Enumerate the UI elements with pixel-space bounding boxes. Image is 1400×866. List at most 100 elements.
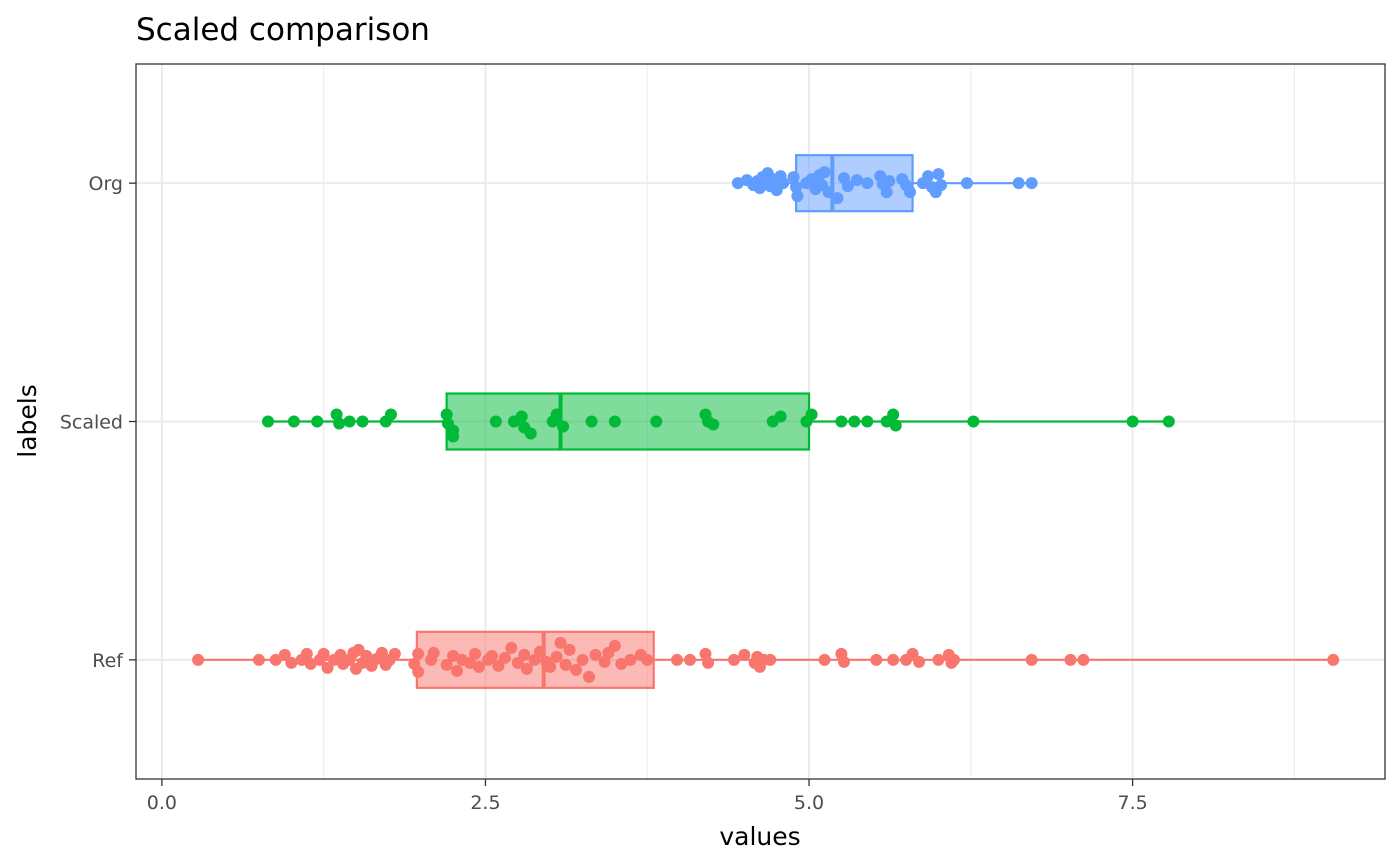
data-point-ref	[192, 653, 205, 666]
data-point-org	[850, 174, 863, 187]
data-point-scaled	[287, 415, 300, 428]
data-point-ref	[317, 647, 330, 660]
data-point-ref	[932, 653, 945, 666]
data-point-scaled	[343, 415, 356, 428]
data-point-ref	[887, 653, 900, 666]
data-point-org	[903, 186, 916, 199]
data-point-org	[790, 181, 803, 194]
data-point-scaled	[835, 415, 848, 428]
data-point-ref	[427, 646, 440, 659]
data-point-ref	[252, 653, 265, 666]
data-point-scaled	[585, 415, 598, 428]
data-point-ref	[334, 648, 347, 661]
data-point-ref	[375, 646, 388, 659]
data-point-scaled	[515, 410, 528, 423]
data-point-scaled	[447, 430, 460, 443]
data-point-scaled	[557, 420, 570, 433]
data-point-scaled	[608, 415, 621, 428]
data-point-ref	[505, 641, 518, 654]
data-point-ref	[450, 664, 463, 677]
data-point-ref	[598, 655, 611, 668]
data-point-ref	[1064, 653, 1077, 666]
x-axis-title: values	[719, 822, 800, 851]
data-point-org	[831, 192, 844, 205]
data-point-scaled	[774, 410, 787, 423]
data-point-scaled	[967, 415, 980, 428]
data-point-org	[932, 168, 945, 181]
data-point-scaled	[1162, 415, 1175, 428]
data-point-ref	[485, 649, 498, 662]
data-point-scaled	[440, 408, 453, 421]
data-point-org	[818, 166, 831, 179]
data-point-ref	[321, 661, 334, 674]
x-tick-label: 5.0	[794, 792, 824, 814]
data-point-scaled	[311, 415, 324, 428]
data-point-scaled	[1126, 415, 1139, 428]
data-point-ref	[683, 653, 696, 666]
data-point-ref	[388, 647, 401, 660]
chart-title: Scaled comparison	[136, 12, 430, 48]
data-point-ref	[671, 653, 684, 666]
data-point-ref	[702, 656, 715, 669]
data-point-org	[791, 190, 804, 203]
data-point-scaled	[707, 418, 720, 431]
data-point-org	[1012, 177, 1025, 190]
data-point-scaled	[650, 415, 663, 428]
data-point-ref	[533, 645, 546, 658]
data-point-ref	[498, 651, 511, 664]
data-point-ref	[947, 653, 960, 666]
data-point-ref	[447, 649, 460, 662]
data-point-ref	[615, 657, 628, 670]
data-point-ref	[544, 660, 557, 673]
data-point-scaled	[887, 408, 900, 421]
y-tick-label: Org	[89, 173, 124, 195]
data-point-org	[731, 177, 744, 190]
data-point-ref	[278, 648, 291, 661]
y-tick-label: Ref	[92, 650, 124, 672]
data-point-ref	[269, 653, 282, 666]
data-point-ref	[641, 653, 654, 666]
data-point-ref	[412, 665, 425, 678]
data-point-ref	[463, 656, 476, 669]
plot-area: 0.0 2.5 5.0 7.5 Org Scaled Ref	[60, 63, 1386, 814]
data-point-scaled	[889, 419, 902, 432]
data-point-ref	[906, 647, 919, 660]
data-point-ref	[360, 649, 373, 662]
data-point-ref	[554, 636, 567, 649]
data-point-org	[960, 177, 973, 190]
data-point-ref	[576, 653, 589, 666]
data-point-ref	[727, 653, 740, 666]
data-point-ref	[492, 659, 505, 672]
data-point-ref	[300, 647, 313, 660]
data-point-scaled	[333, 417, 346, 430]
data-point-org	[880, 186, 893, 199]
data-point-ref	[583, 670, 596, 683]
data-point-ref	[870, 653, 883, 666]
data-point-ref	[518, 648, 531, 661]
x-tick-label: 0.0	[147, 792, 177, 814]
data-point-scaled	[550, 408, 563, 421]
x-tick-label: 2.5	[470, 792, 500, 814]
data-point-ref	[520, 662, 533, 675]
data-point-scaled	[524, 427, 537, 440]
x-tick-label: 7.5	[1118, 792, 1148, 814]
data-point-scaled	[356, 415, 369, 428]
data-point-ref	[469, 647, 482, 660]
data-point-ref	[818, 653, 831, 666]
data-point-org	[883, 175, 896, 188]
data-point-ref	[511, 656, 524, 669]
data-point-ref	[563, 643, 576, 656]
data-point-org	[822, 186, 835, 199]
data-point-ref	[738, 648, 751, 661]
data-point-ref	[550, 650, 563, 663]
data-point-ref	[559, 658, 572, 671]
data-point-ref	[285, 656, 298, 669]
data-point-ref	[589, 648, 602, 661]
y-tick-label: Scaled	[60, 412, 123, 434]
data-point-org	[935, 179, 948, 192]
data-point-scaled	[330, 408, 343, 421]
data-point-scaled	[384, 408, 397, 421]
data-point-ref	[570, 663, 583, 676]
data-point-org	[777, 177, 790, 190]
